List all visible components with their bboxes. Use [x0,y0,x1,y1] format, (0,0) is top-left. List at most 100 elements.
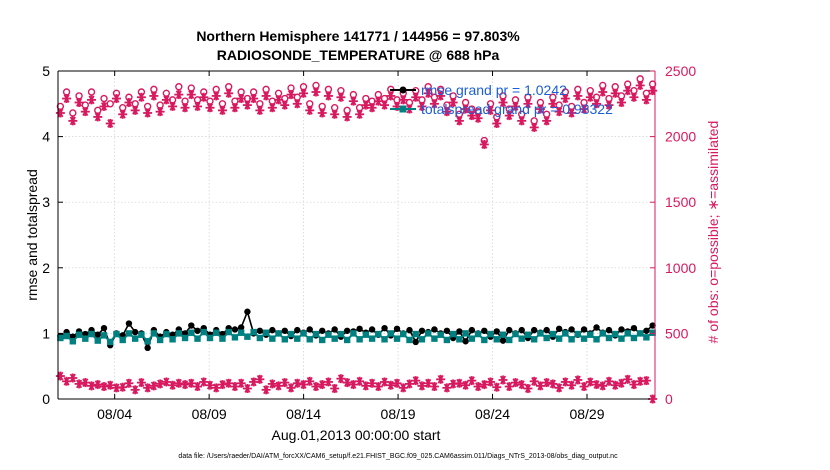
assimilated-obs-point [55,108,65,118]
assimilated-obs-point [305,105,315,115]
assimilated-obs-point [498,97,508,107]
assimilated-obs-point [168,101,178,111]
low-obs-point [299,380,309,390]
rmse-point [294,326,301,334]
totalspread-point [624,330,631,337]
assimilated-obs-point [80,107,90,117]
assimilated-obs-point [143,108,153,118]
totalspread-point [599,330,606,337]
low-obs-point [629,380,639,390]
low-obs-point [74,379,84,389]
y-tick-label-left: 4 [42,129,50,145]
totalspread-point [200,328,207,336]
assimilated-obs-point [311,87,321,97]
x-tick-label: 08/24 [475,406,510,422]
assimilated-obs-point [267,103,277,113]
assimilated-obs-point [211,91,221,101]
low-obs-point [274,381,284,391]
low-obs-point [436,374,446,384]
totalspread-point [156,336,164,344]
assimilated-obs-point [124,97,134,107]
totalspread-point [188,329,195,336]
rmse-point [630,324,638,332]
data-file-footer: data file: /Users/raeder/DAI/ATM_forcXX/… [178,453,618,460]
assimilated-obs-point [249,94,259,104]
assimilated-obs-point [623,86,633,96]
assimilated-obs-point [436,91,446,101]
totalspread-point [219,335,226,342]
assimilated-obs-point [486,105,496,115]
rmse-point [456,328,463,335]
totalspread-point [181,334,189,342]
y-tick-label-left: 2 [42,260,50,276]
rmse-point [418,327,426,334]
totalspread-point [206,334,214,342]
low-obs-point [560,377,570,387]
low-obs-point [62,376,72,386]
low-obs-point [517,380,527,390]
legend-spread-marker [399,105,407,113]
totalspread-point [499,331,507,338]
low-obs-point [429,382,439,392]
totalspread-point [306,336,313,343]
low-obs-point [592,380,602,390]
totalspread-point [169,336,176,343]
assimilated-obs-point [261,91,271,101]
totalspread-point [649,329,656,336]
low-obs-point [242,384,252,394]
totalspread-point [462,330,469,337]
chart-title: Northern Hemisphere 141771 / 144956 = 97… [196,28,520,44]
assimilated-obs-point [579,104,589,114]
assimilated-obs-point [105,118,115,128]
assimilated-obs-point [274,95,284,105]
totalspread-point [537,330,544,337]
low-obs-point [554,383,564,393]
low-obs-point [448,379,458,389]
low-obs-point [492,382,502,392]
low-obs-point [155,379,165,389]
totalspread-point [57,334,64,342]
assimilated-obs-point [585,92,595,102]
legend-rmse-marker [399,86,407,94]
totalspread-point [506,336,513,344]
totalspread-point [587,331,594,338]
rmse-point [568,326,575,333]
y-tick-label-left: 1 [42,325,50,341]
assimilated-obs-point [155,107,165,117]
rmse-point [281,327,289,334]
low-obs-point [311,382,321,392]
totalspread-point [543,334,550,342]
assimilated-obs-point [193,101,203,111]
assimilated-obs-point [255,105,265,115]
low-obs-point [136,378,146,388]
low-obs-point [598,381,608,391]
y-tick-label-left: 0 [42,391,50,407]
totalspread-point [69,338,77,345]
totalspread-point [630,334,638,342]
low-obs-point [174,378,184,388]
totalspread-point [82,335,89,342]
totalspread-point [549,330,557,338]
rmse-point [518,326,525,334]
assimilated-obs-point [236,94,246,104]
totalspread-point [237,329,245,336]
rmse-point [244,308,251,315]
totalspread-point [281,336,289,343]
low-obs-point [641,376,651,386]
assimilated-obs-point [367,103,377,113]
rmse-point [499,337,507,344]
low-obs-point [348,380,358,390]
rmse-point [144,344,151,352]
rmse-point [125,320,133,327]
assimilated-obs-point [93,112,103,122]
totalspread-point [605,334,613,342]
totalspread-point [269,335,276,342]
assimilated-obs-point [411,92,421,102]
legend-spread-label: totalspread grand pr = 0.98322 [421,101,613,117]
totalspread-point [213,329,220,336]
low-obs-point [380,377,390,387]
low-obs-point [467,376,477,386]
totalspread-point [512,330,519,338]
assimilated-obs-point [174,90,184,100]
